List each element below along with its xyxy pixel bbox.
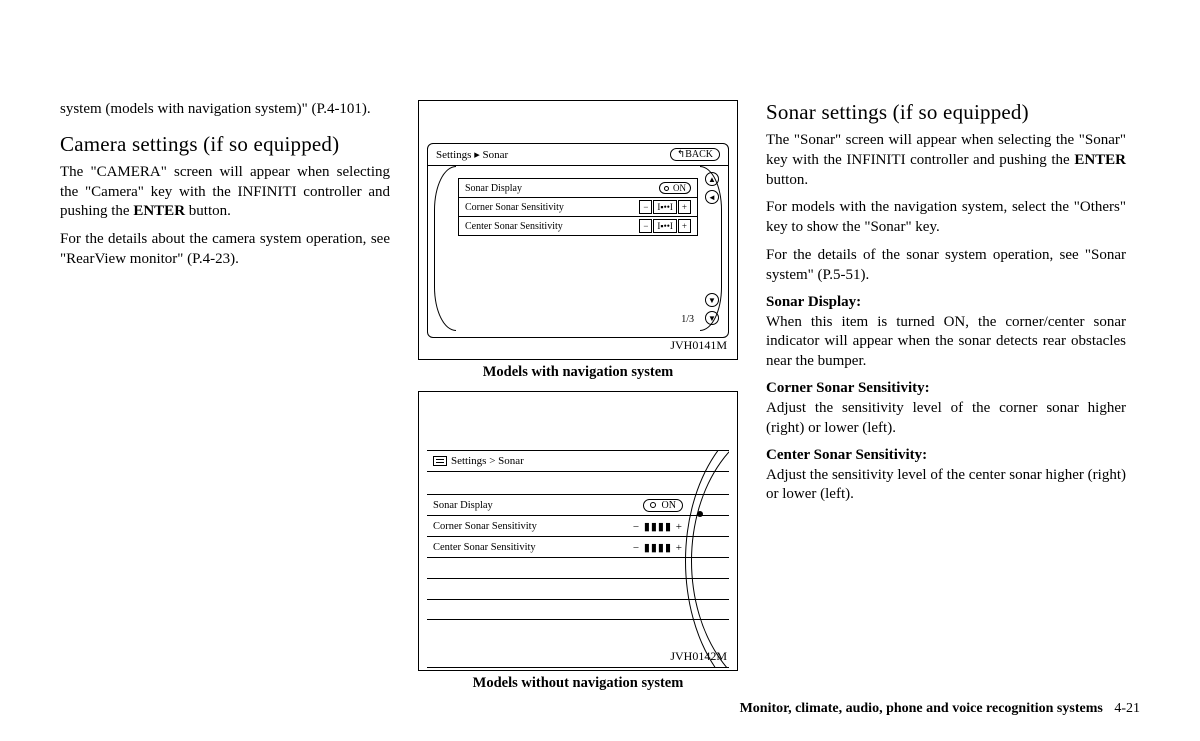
footer-section: Monitor, climate, audio, phone and voice… [740,701,1103,716]
scroll-down-icon[interactable]: ▼ [705,293,719,307]
camera-para-2: For the details about the camera system … [60,230,390,270]
page-indicator: 1/3 [681,314,694,325]
continued-text: system (models with navigation system)" … [60,100,390,120]
center-sens-subhead: Center Sonar Sensitivity: [766,447,1126,464]
sonar-para-3: For the details of the sonar system oper… [766,246,1126,286]
label: Center Sonar Sensitivity [433,542,536,553]
on-text: ON [673,183,686,193]
footer-page-number: 4-21 [1114,701,1140,716]
breadcrumb: Settings ▸ Sonar [436,148,508,161]
label: Corner Sonar Sensitivity [433,521,537,532]
corner-sens-para: Adjust the sensitivity level of the corn… [766,399,1126,439]
text: The "Sonar" screen will appear when sele… [766,132,1126,168]
label: Corner Sonar Sensitivity [465,202,564,213]
enter-bold: ENTER [133,203,185,219]
menu-rows: Sonar Display ON Corner Sonar Sensitivit… [458,178,698,235]
center-sens-para: Adjust the sensitivity level of the cent… [766,466,1126,506]
back-button[interactable]: ↰BACK [670,148,720,161]
sonar-para-1: The "Sonar" screen will appear when sele… [766,131,1126,190]
label: Sonar Display [433,500,493,511]
camera-para-1: The "CAMERA" screen will appear when sel… [60,163,390,222]
level-icon: I▪••I [653,219,677,233]
figure-code: JVH0141M [670,338,727,353]
screen1-body: ▲ ◄ ▼ ▼ Sonar Display ON Corner Sonar Se… [428,166,728,331]
page-content: system (models with navigation system)" … [0,0,1200,702]
screen-with-nav: Settings ▸ Sonar ↰BACK ▲ ◄ ▼ ▼ Sonar Dis… [427,143,729,338]
enter-bold: ENTER [1074,152,1126,168]
screen1-header: Settings ▸ Sonar ↰BACK [428,144,728,166]
screen-without-nav: Settings > Sonar Sonar Display ON Corner… [427,450,729,668]
on-toggle[interactable]: ON [659,182,691,194]
curve-left [434,166,456,331]
text: button. [766,172,808,188]
label: Sonar Display [465,183,522,194]
slider-control[interactable]: −I▪••I+ [639,200,691,214]
page-footer: Monitor, climate, audio, phone and voice… [740,701,1140,717]
figure-code: JVH0142M [670,649,727,664]
figure2-caption: Models without navigation system [418,675,738,692]
minus-icon[interactable]: − [639,200,652,214]
scroll-up-icon[interactable]: ▲ [705,172,719,186]
toggle-dot-icon [650,502,656,508]
minus-icon[interactable]: − [639,219,652,233]
settings-icon [433,456,447,466]
arc-inner [691,451,729,667]
plus-icon[interactable]: + [678,219,691,233]
plus-icon[interactable]: + [678,200,691,214]
label: Center Sonar Sensitivity [465,221,563,232]
figure-without-nav: Settings > Sonar Sonar Display ON Corner… [418,391,738,671]
sonar-para-2: For models with the navigation system, s… [766,198,1126,238]
column-3: Sonar settings (if so equipped) The "Son… [766,100,1126,702]
level-icon: I▪••I [653,200,677,214]
corner-sens-subhead: Corner Sonar Sensitivity: [766,380,1126,397]
figure1-caption: Models with navigation system [418,364,738,381]
sonar-settings-heading: Sonar settings (if so equipped) [766,100,1126,125]
slider-control[interactable]: −I▪••I+ [639,219,691,233]
sonar-display-subhead: Sonar Display: [766,294,1126,311]
text: button. [185,203,231,219]
select-icon[interactable]: ◄ [705,190,719,204]
menu-row-center-sens[interactable]: Center Sonar Sensitivity −I▪••I+ [458,216,698,236]
scroll-indicator-icon [697,511,703,517]
column-1: system (models with navigation system)" … [60,100,390,702]
column-2: Settings ▸ Sonar ↰BACK ▲ ◄ ▼ ▼ Sonar Dis… [418,100,738,702]
toggle-dot-icon [664,186,669,191]
breadcrumb: Settings > Sonar [451,455,524,467]
camera-settings-heading: Camera settings (if so equipped) [60,132,390,157]
scroll-arc [669,451,729,667]
sonar-display-para: When this item is turned ON, the corner/… [766,313,1126,372]
menu-row-corner-sens[interactable]: Corner Sonar Sensitivity −I▪••I+ [458,197,698,217]
menu-row-sonar-display[interactable]: Sonar Display ON [458,178,698,198]
scroll-down2-icon[interactable]: ▼ [705,311,719,325]
figure-with-nav: Settings ▸ Sonar ↰BACK ▲ ◄ ▼ ▼ Sonar Dis… [418,100,738,360]
